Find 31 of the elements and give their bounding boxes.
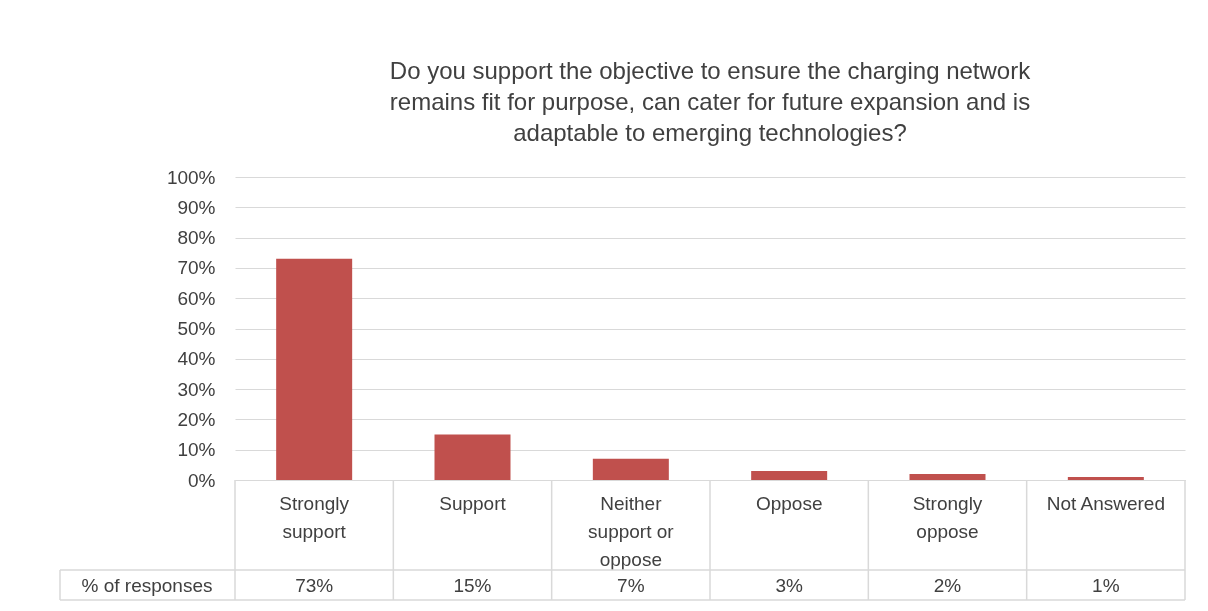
bar	[1067, 476, 1144, 480]
y-tick-label: 30%	[177, 378, 216, 400]
bar	[276, 258, 353, 480]
data-label: 15%	[453, 575, 492, 596]
bar	[434, 434, 511, 480]
bar	[592, 458, 669, 480]
data-label: 7%	[617, 575, 645, 596]
x-tick-label: Neither support or oppose	[588, 492, 675, 570]
data-label: 3%	[775, 575, 803, 596]
x-tick-label: Strongly oppose	[912, 492, 983, 542]
y-tick-label: 60%	[177, 287, 216, 309]
x-tick-label: Support	[439, 492, 507, 514]
y-tick-label: 90%	[177, 196, 216, 218]
x-tick-label: Oppose	[755, 492, 823, 514]
y-tick-label: 20%	[177, 408, 216, 430]
y-tick-label: 40%	[177, 348, 216, 370]
y-tick-label: 80%	[177, 227, 216, 249]
x-tick-label: Strongly support	[279, 492, 350, 542]
y-tick-label: 50%	[177, 318, 216, 339]
bar	[751, 470, 828, 480]
data-label: 73%	[295, 575, 334, 596]
chart-title: Do you support the objective to ensure the charging network remains fit for purpose, can cater for future expansion and is adaptable to emerging technologies?	[389, 57, 1032, 146]
bar	[909, 473, 986, 480]
y-tick-label: 10%	[177, 439, 216, 461]
y-tick-label: 0%	[188, 469, 216, 491]
data-label: 2%	[933, 575, 962, 596]
text: % of responses	[81, 575, 213, 596]
y-tick-label: 70%	[177, 257, 216, 279]
x-tick-label: Not Answered	[1046, 492, 1165, 514]
data-label: 1%	[1092, 575, 1120, 596]
y-tick-label: 100%	[166, 166, 216, 188]
